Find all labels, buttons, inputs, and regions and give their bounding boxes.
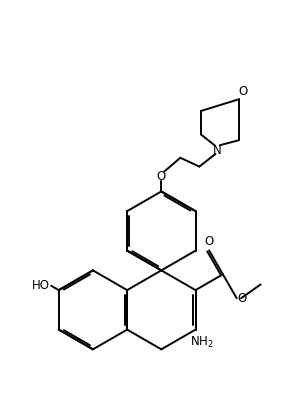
Text: NH$_2$: NH$_2$: [190, 335, 214, 350]
Text: O: O: [237, 292, 247, 305]
Text: O: O: [204, 235, 214, 248]
Text: N: N: [212, 144, 221, 157]
Text: O: O: [239, 85, 248, 98]
Text: O: O: [157, 170, 166, 183]
Text: HO: HO: [32, 279, 50, 292]
